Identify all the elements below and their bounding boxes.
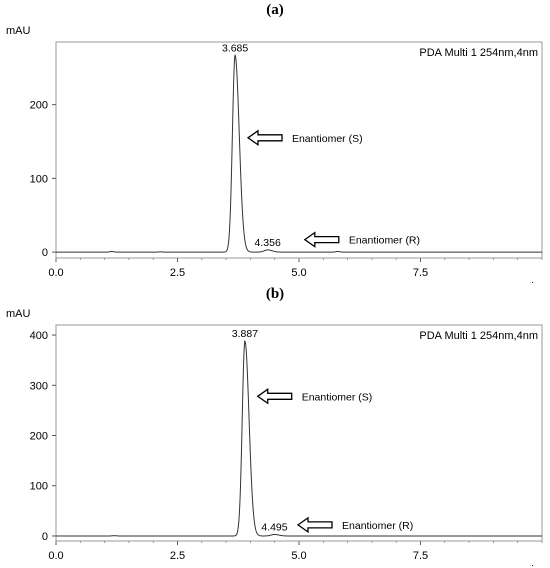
chromatogram-b: mAU min PDA Multi 1 254nm,4nm 0 100 200 300 400… — [6, 308, 543, 567]
peak-label: 3.685 — [222, 42, 248, 54]
x-tick-label: 2.5 — [170, 267, 185, 279]
annotation-arrow — [246, 129, 283, 147]
y-tick-label: 100 — [30, 173, 48, 185]
y-tick-label: 300 — [30, 380, 48, 392]
chromatogram-trace — [56, 339, 542, 537]
plot-frame — [55, 41, 543, 259]
x-axis-label: min — [522, 564, 540, 567]
plot-frame — [55, 324, 543, 542]
annotation-label: Enantiomer (S) — [302, 391, 373, 403]
detector-label: PDA Multi 1 254nm,4nm — [419, 330, 538, 342]
x-tick-label: 2.5 — [170, 550, 185, 562]
x-tick-label: 7.5 — [413, 267, 428, 279]
x-tick-label: 7.5 — [413, 550, 428, 562]
annotation-arrow — [296, 516, 333, 534]
annotation-label: Enantiomer (R) — [342, 520, 413, 532]
chromatogram-a: mAU min PDA Multi 1 254nm,4nm 0 100 200 0.0 2.5… — [6, 25, 543, 284]
x-tick-label: 0.0 — [48, 267, 63, 279]
annotation-label: Enantiomer (S) — [292, 133, 363, 145]
y-axis-label: mAU — [6, 308, 31, 320]
x-tick-label: 0.0 — [48, 550, 63, 562]
peak-label: 4.356 — [255, 237, 281, 249]
detector-label: PDA Multi 1 254nm,4nm — [419, 47, 538, 59]
y-tick-label: 200 — [30, 431, 48, 443]
y-tick-label: 0 — [42, 247, 48, 259]
annotation-arrow — [256, 388, 293, 405]
annotation-label: Enantiomer (R) — [349, 235, 420, 247]
x-axis-label: min — [522, 281, 540, 284]
panel-label-b: (b) — [265, 286, 285, 302]
y-axis-label: mAU — [6, 25, 31, 37]
x-tick-label: 5.0 — [291, 550, 306, 562]
y-tick-label: 400 — [30, 330, 48, 342]
annotation-arrow — [303, 231, 340, 248]
peak-label: 4.495 — [261, 521, 287, 533]
panel-label-a: (a) — [266, 2, 284, 18]
peak-label: 3.887 — [232, 328, 258, 340]
x-tick-label: 5.0 — [291, 267, 306, 279]
y-tick-label: 200 — [30, 100, 48, 112]
y-tick-label: 100 — [30, 481, 48, 493]
chromatogram-trace — [56, 53, 542, 253]
y-tick-label: 0 — [42, 531, 48, 543]
